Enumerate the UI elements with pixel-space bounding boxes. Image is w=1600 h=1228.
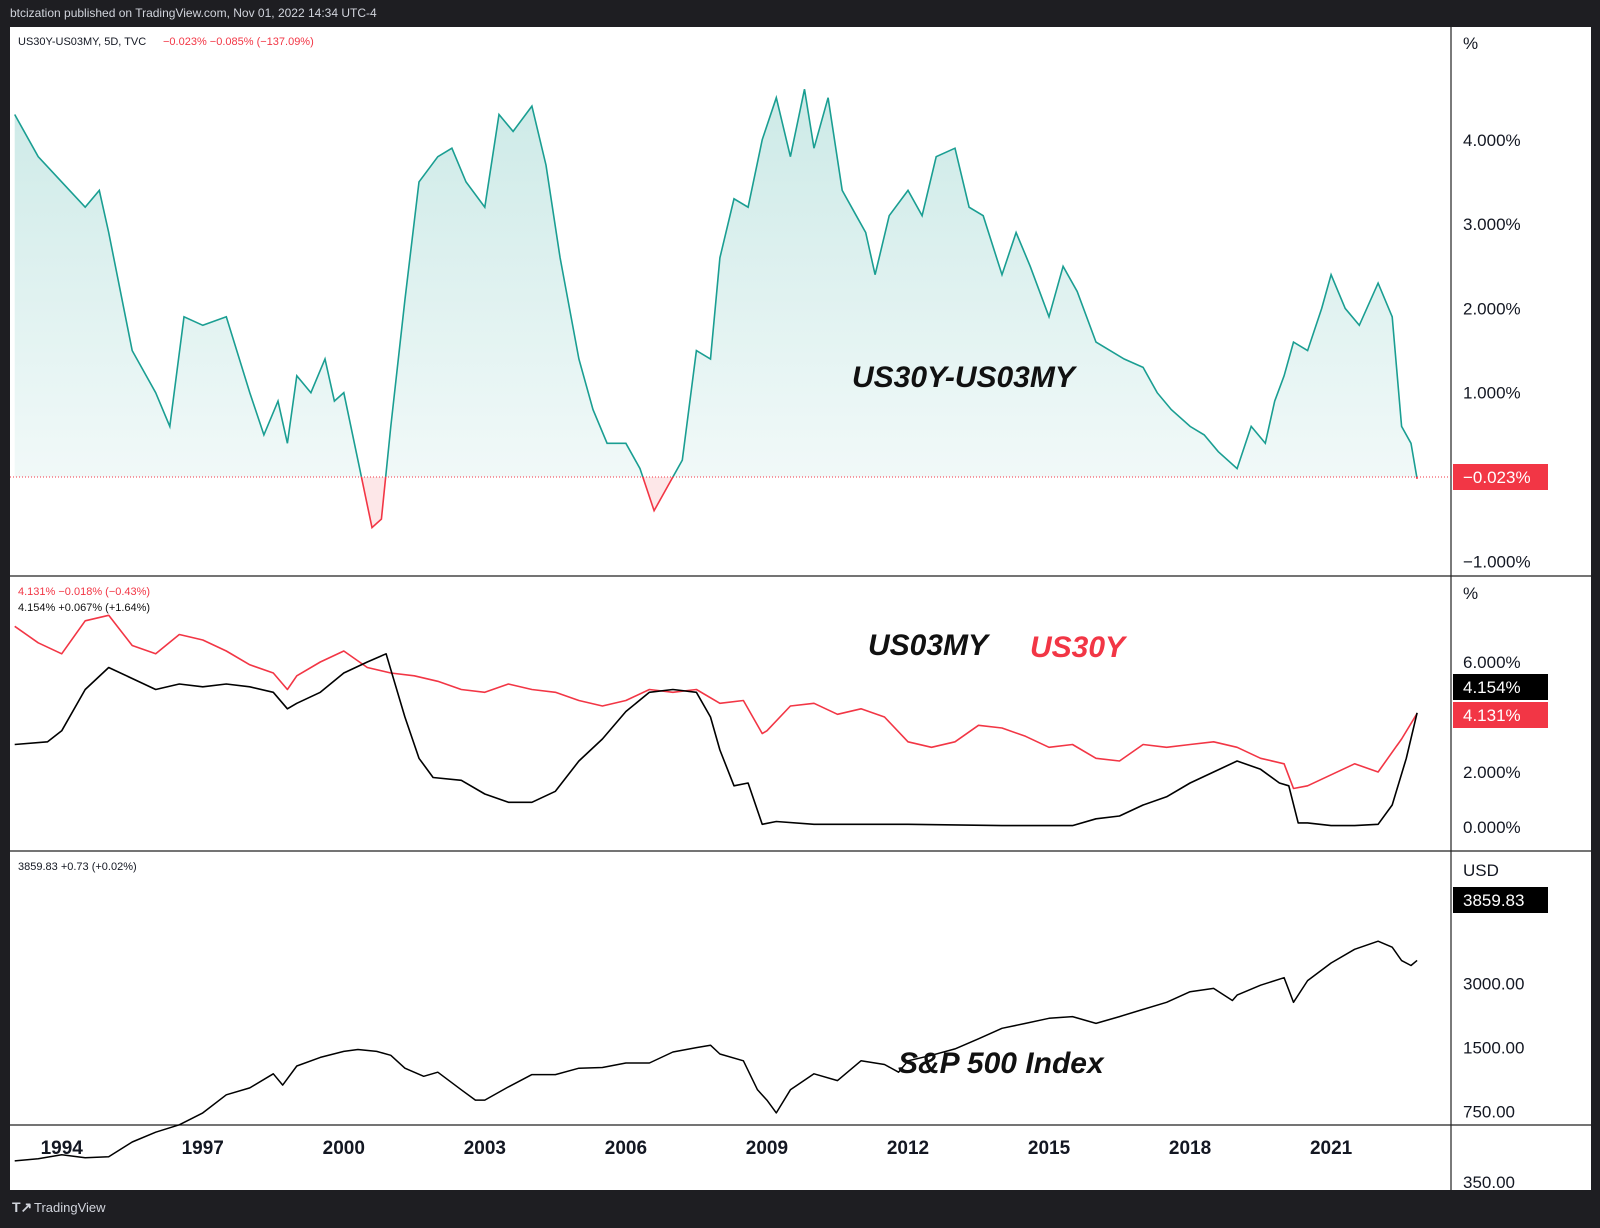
spread-y-tick: 2.000%	[1463, 299, 1521, 318]
spread-area-positive	[14, 89, 1418, 477]
x-axis-label: 2015	[1028, 1138, 1071, 1159]
spx-last-badge-bg	[1453, 887, 1548, 913]
chart-canvas[interactable]: US30Y-US03MY, 5D, TVC −0.023% −0.085% (−1…	[10, 27, 1591, 1190]
us03my-badge-bg	[1453, 674, 1548, 700]
x-axis-label: 2021	[1310, 1138, 1353, 1159]
spread-y-tick: 4.000%	[1463, 131, 1521, 150]
spread-y-tick: 3.000%	[1463, 215, 1521, 234]
x-axis-label: 2009	[746, 1138, 788, 1159]
spread-area-negative	[14, 477, 1418, 528]
spread-line	[14, 89, 1418, 477]
us30y-annotation: US30Y	[1030, 631, 1128, 664]
footer: T↗ TradingView	[0, 1198, 300, 1228]
spread-annotation: US30Y-US03MY	[852, 361, 1078, 394]
spx-y-tick: 350.00	[1463, 1173, 1515, 1190]
us03my-line	[14, 653, 1418, 827]
yields-y-tick: 2.000%	[1463, 763, 1521, 782]
x-axis-label: 2018	[1169, 1138, 1211, 1159]
us03my-legend: 4.154% +0.067% (+1.64%)	[18, 602, 150, 614]
publisher-bar: btcization published on TradingView.com,…	[0, 0, 1600, 27]
yields-unit-label: %	[1463, 584, 1478, 603]
x-axis-label: 2003	[464, 1138, 506, 1159]
spread-legend-title: US30Y-US03MY, 5D, TVC	[18, 36, 146, 48]
spx-y-tick: 3000.00	[1463, 975, 1524, 994]
us03my-badge: 4.154%	[1463, 678, 1521, 697]
footer-brand: TradingView	[34, 1200, 106, 1215]
us30y-line	[14, 614, 1418, 790]
spread-legend-values: −0.023% −0.085% (−137.09%)	[163, 36, 314, 48]
yields-y-tick: 0.000%	[1463, 818, 1521, 837]
publisher-text: btcization published on TradingView.com,…	[10, 6, 377, 20]
spx-legend: 3859.83 +0.73 (+0.02%)	[18, 861, 137, 873]
x-axis-label: 1994	[41, 1138, 84, 1159]
us03my-annotation: US03MY	[868, 629, 991, 662]
chart-frame: US30Y-US03MY, 5D, TVC −0.023% −0.085% (−1…	[10, 27, 1591, 1190]
spx-annotation: S&P 500 Index	[898, 1047, 1105, 1080]
spx-last-badge: 3859.83	[1463, 891, 1524, 910]
spread-y-tick: −1.000%	[1463, 552, 1531, 571]
yields-y-tick: 6.000%	[1463, 653, 1521, 672]
spread-last-badge: −0.023%	[1463, 468, 1531, 487]
tradingview-logo-icon[interactable]: T↗	[12, 1199, 33, 1215]
us30y-badge: 4.131%	[1463, 706, 1521, 725]
spx-y-tick: 1500.00	[1463, 1039, 1524, 1058]
us30y-legend: 4.131% −0.018% (−0.43%)	[18, 586, 150, 598]
x-axis-label: 1997	[182, 1138, 224, 1159]
spread-unit-label: %	[1463, 34, 1478, 53]
spx-unit-label: USD	[1463, 861, 1499, 880]
us30y-badge-bg	[1453, 702, 1548, 728]
spread-last-badge-bg	[1453, 464, 1548, 490]
x-axis-label: 2012	[887, 1138, 929, 1159]
spread-y-tick: 1.000%	[1463, 384, 1521, 403]
spx-line	[14, 940, 1418, 1162]
x-axis-label: 2006	[605, 1138, 647, 1159]
spx-y-tick: 750.00	[1463, 1103, 1515, 1122]
x-axis-label: 2000	[323, 1138, 365, 1159]
